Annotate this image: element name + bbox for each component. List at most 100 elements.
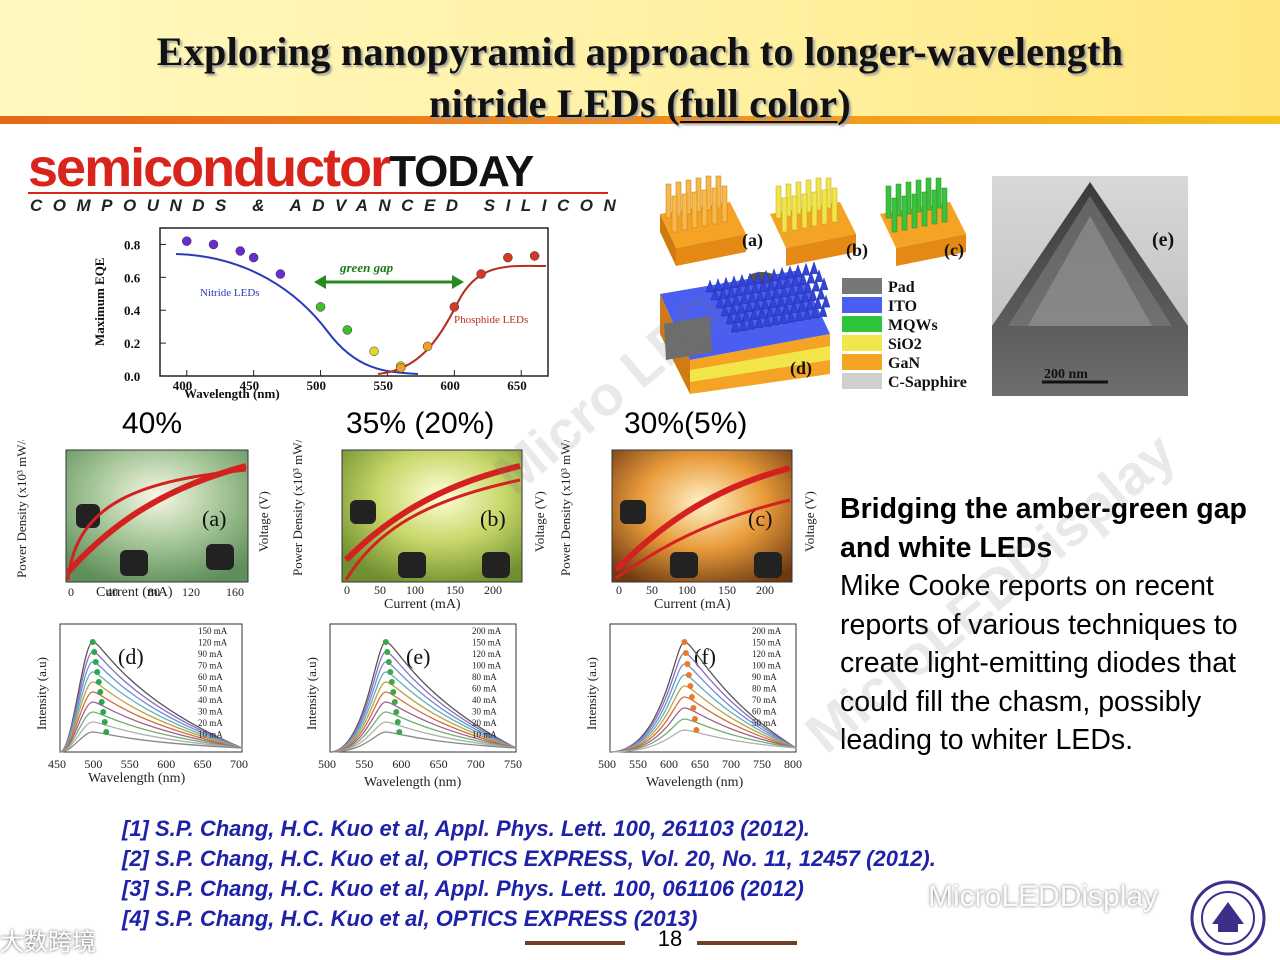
spectrum-curve: [329, 731, 517, 753]
spectrum-curve: [59, 731, 243, 753]
svg-text:200: 200: [756, 583, 774, 597]
spectrum-legend-label: 60 mA: [472, 684, 497, 694]
power-voltage-panels: (a) Current (mA) 0 40 80 120 160 Power Densi…: [14, 440, 817, 612]
spectrum-x-tick-label: 450: [48, 757, 66, 771]
lower-panel-f-ylabel: Intensity (a.u): [584, 657, 599, 730]
eqe-x-tick-label: 400: [173, 378, 193, 393]
spectrum-peak-marker: [382, 639, 389, 645]
efficiency-label-b: 35% (20%): [346, 407, 495, 440]
spectrum-x-tick-label: 650: [691, 757, 709, 771]
tem-scale-label: 200 nm: [1044, 367, 1088, 382]
spectrum-legend-label: 10 mA: [472, 730, 497, 740]
spectrum-legend-label: 150 mA: [472, 638, 502, 648]
upper-panel-c-ylabel: Power Density (x10³ mW/cm²): [558, 440, 573, 576]
eqe-y-tick-label: 0.8: [124, 237, 141, 252]
spectrum-legend-label: 40 mA: [472, 695, 497, 705]
svg-text:100: 100: [406, 583, 424, 597]
spectrum-curve: [609, 674, 797, 753]
spectrum-x-tick-label: 500: [598, 757, 616, 771]
eqe-chart: 0.0 0.2 0.4 0.6 0.8 400 450 500 550 600 650 green…: [92, 227, 549, 401]
lower-panel-f-xlabel: Wavelength (nm): [646, 775, 744, 790]
upper-panel-a-label: (a): [202, 506, 226, 531]
spectrum-peak-marker: [98, 699, 105, 705]
spectrum-x-tick-label: 650: [430, 757, 448, 771]
phosphide-label: Phosphide LEDs: [454, 314, 528, 326]
spectrum-x-tick-label: 600: [660, 757, 678, 771]
logo-tagline: COMPOUNDS & ADVANCED SILICON: [30, 196, 627, 215]
reference-1: [1] S.P. Chang, H.C. Kuo et al, Appl. Ph…: [122, 816, 810, 841]
panel-a-label: (a): [742, 230, 763, 251]
spectrum-x-tick-label: 700: [230, 757, 248, 771]
spectrum-peak-marker: [391, 699, 398, 705]
spectrum-legend-label: 80 mA: [472, 672, 497, 682]
reference-3: [3] S.P. Chang, H.C. Kuo et al, Appl. Ph…: [122, 876, 804, 901]
svg-text:200: 200: [484, 583, 502, 597]
spectrum-curve: [59, 721, 243, 753]
spectrum-peak-marker: [388, 679, 395, 685]
spectrum-legend-label: 90 mA: [752, 672, 777, 682]
eqe-y-ticks: 0.0 0.2 0.4 0.6 0.8: [124, 237, 166, 384]
svg-text:150: 150: [446, 583, 464, 597]
spectrum-legend-label: 70 mA: [198, 661, 223, 671]
upper-panel-c: (c) Current (mA) 0 50 100 150 200 Power Dens…: [558, 440, 817, 612]
spectrum-peak-marker: [385, 659, 392, 665]
svg-text:100: 100: [678, 583, 696, 597]
structure-panel-d: (d): [660, 261, 831, 394]
spectrum-peak-marker: [685, 672, 692, 678]
spectrum-curve: [609, 707, 797, 753]
upper-panel-a-ylabel: Power Density (x10³ mW/cm²): [14, 440, 29, 578]
svg-text:150: 150: [718, 583, 736, 597]
spectrum-peak-marker: [681, 639, 688, 645]
svg-text:50: 50: [646, 583, 658, 597]
eqe-x-tick-label: 500: [307, 378, 327, 393]
eqe-x-ticks: 400 450 500 550 600 650: [173, 370, 527, 393]
lower-panel-d-label: (d): [118, 644, 144, 669]
nitride-fit-curve: [175, 253, 419, 375]
spectrum-legend-label: 30 mA: [198, 707, 223, 717]
spectrum-peak-marker: [390, 689, 397, 695]
spectrum-peak-marker: [396, 729, 403, 735]
svg-text:50: 50: [374, 583, 386, 597]
spectrum-curve: [59, 711, 243, 753]
legend-swatch: [842, 354, 882, 370]
spectrum-peak-marker: [384, 649, 391, 655]
lower-panel-d-ylabel: Intensity (a.u): [34, 657, 49, 730]
svg-text:0: 0: [68, 585, 74, 599]
spectrum-peak-marker: [684, 661, 691, 667]
page-bar-left: [525, 941, 625, 945]
lower-panel-d: (d) Wavelength (nm) Intensity (a.u) 150 …: [34, 623, 248, 786]
spectrum-curve: [329, 711, 517, 753]
spectrum-legend-label: 150 mA: [752, 638, 782, 648]
upper-panel-a-y2label: Voltage (V): [256, 491, 271, 552]
green-gap-arrow-right-head: [452, 275, 464, 289]
eqe-point: [208, 239, 219, 250]
page-number: 18: [657, 926, 683, 951]
spectrum-peak-marker: [100, 709, 107, 715]
spectrum-curve: [59, 701, 243, 753]
university-seal-icon: [1190, 880, 1266, 956]
spectrum-x-tick-label: 650: [194, 757, 212, 771]
spectrum-legend-label: 200 mA: [472, 626, 502, 636]
structure-panel-a: (a): [660, 175, 763, 266]
eqe-y-tick-label: 0.2: [124, 336, 140, 351]
legend-label: ITO: [888, 298, 917, 315]
spectrum-legend-label: 90 mA: [198, 649, 223, 659]
logo-divider: [28, 192, 608, 194]
upper-panel-b-y2label: Voltage (V): [532, 491, 547, 552]
reference-4: [4] S.P. Chang, H.C. Kuo et al, OPTICS E…: [122, 906, 698, 931]
spectrum-peak-marker: [387, 669, 394, 675]
svg-text:120: 120: [182, 585, 200, 599]
upper-panel-b: (b) Current (mA) 0 50 100 150 200 Power Dens…: [290, 440, 547, 612]
title-prefix: nitride LEDs (: [429, 81, 680, 126]
svg-text:0: 0: [616, 583, 622, 597]
spectrum-x-tick-label: 750: [504, 757, 522, 771]
legend-swatch: [842, 335, 882, 351]
upper-panel-b-ylabel: Power Density (x10³ mW/cm²): [290, 440, 305, 576]
spectrum-legend-label: 120 mA: [752, 649, 782, 659]
eqe-point: [369, 346, 379, 357]
spectrum-peak-marker: [101, 719, 108, 725]
upper-panel-c-y2label: Voltage (V): [802, 491, 817, 552]
spectrum-legend-label: 120 mA: [198, 638, 228, 648]
spectrum-legend-label: 40 mA: [198, 695, 223, 705]
spectrum-legend-label: 100 mA: [752, 661, 782, 671]
